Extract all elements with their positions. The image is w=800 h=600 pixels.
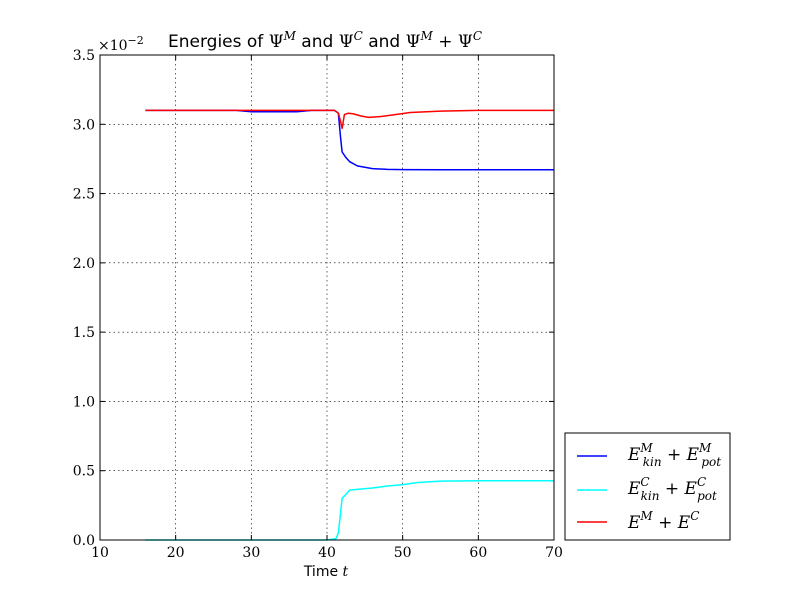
x-tick-label: 10 [91,545,109,561]
y-tick-label: 1.0 [73,394,95,410]
series-line-c [145,479,554,541]
series-line-total [145,109,554,130]
y-tick-label: 0.0 [73,533,95,549]
y-multiplier-label: ×10−2 [98,34,144,54]
grid-lines [100,55,554,540]
x-tick-label: 60 [469,545,487,561]
x-tick-label: 50 [394,545,412,561]
x-tick-label: 20 [167,545,185,561]
legend: EM kin + EM pot EC kin + EC pot EM + EC [564,432,731,541]
chart-title: Energies of ΨM and ΨC and ΨM + ΨC [168,29,482,52]
ticks: 10 20 30 40 50 60 70 0.0 0.5 1.0 1.5 2.0 2.5 3.0 3.5 [73,48,563,561]
y-tick-label: 3.0 [73,117,95,133]
legend-label-total: EM + EC [627,509,699,533]
x-tick-label: 40 [318,545,336,561]
x-axis-label: Time t [303,564,349,580]
y-tick-label: 3.5 [73,48,95,64]
legend-label-m: EM kin + EM pot [627,441,721,469]
y-tick-label: 2.0 [73,256,95,272]
series-lines [145,109,554,541]
x-tick-label: 70 [545,545,563,561]
x-tick-label: 30 [242,545,260,561]
y-tick-label: 1.5 [73,325,95,341]
y-tick-label: 2.5 [73,187,95,203]
legend-label-c: EC kin + EC pot [627,475,717,503]
series-line-m [145,109,554,171]
y-tick-label: 0.5 [73,464,95,480]
